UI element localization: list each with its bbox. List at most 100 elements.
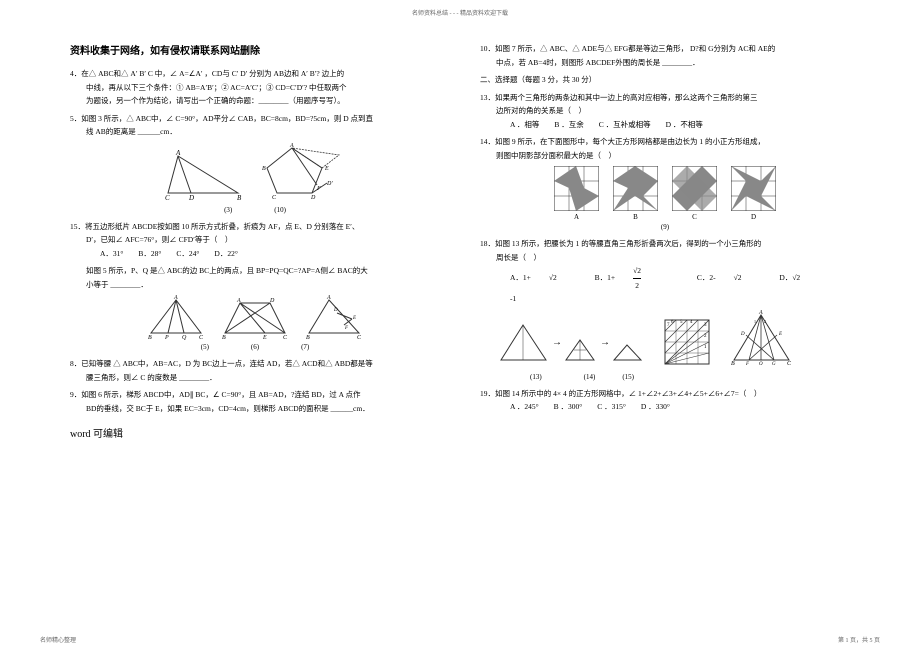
q18-opt-c: C．2-√2 bbox=[697, 273, 760, 282]
svg-text:A: A bbox=[289, 143, 294, 149]
svg-text:1: 1 bbox=[704, 345, 707, 350]
svg-text:E: E bbox=[324, 166, 329, 172]
svg-text:F: F bbox=[745, 362, 750, 367]
svg-text:A: A bbox=[173, 295, 178, 301]
fig13-label: (13) bbox=[530, 373, 542, 381]
fig7-label: (7) bbox=[301, 343, 309, 351]
question-10: 10．如图 7 所示，△ ABC、△ ADE与△ EFG都是等边三角形， D?和… bbox=[480, 42, 850, 69]
q5-line1: 5．如图 3 所示，△ ABC中，∠ C=90°，AD平分∠ CAB，BC=8c… bbox=[70, 112, 440, 126]
q15-line1: 15．将五边形纸片 ABCDE按如图 10 所示方式折叠，折痕为 AF，点 E、… bbox=[70, 220, 440, 234]
svg-text:C: C bbox=[283, 335, 288, 340]
svg-text:A: A bbox=[175, 149, 181, 157]
question-5: 5．如图 3 所示，△ ABC中，∠ C=90°，AD平分∠ CAB，BC=8c… bbox=[70, 112, 440, 139]
q4-line1: 4．在△ ABC和△ A′ B′ C 中，∠ A=∠A′ ，CD与 C′ D′ … bbox=[70, 67, 440, 81]
svg-text:7: 7 bbox=[667, 323, 670, 328]
q-aux-line2: 小等于 ________． bbox=[70, 278, 440, 292]
q4-line2: 中线，再从以下三个条件：① AB=A′B′；② AC=A′C′；③ CD=C′D… bbox=[70, 81, 440, 95]
question-13: 13．如果两个三角形的两条边和其中一边上的高对应相等，那么这两个三角形的第三 边… bbox=[480, 91, 850, 132]
svg-text:→: → bbox=[600, 337, 610, 348]
svg-text:E: E bbox=[262, 335, 267, 340]
q14-line1: 14．如图 9 所示，在下面图形中，每个大正方形网格都是由边长为 1 的小正方形… bbox=[480, 135, 850, 149]
svg-text:→: → bbox=[552, 337, 562, 348]
svg-text:2: 2 bbox=[704, 334, 707, 339]
q14-line2: 则图中阴影部分面积最大的是（ ） bbox=[480, 149, 850, 163]
fig15-label: (15) bbox=[622, 373, 634, 381]
svg-text:B: B bbox=[731, 361, 735, 367]
figures-q14-grids: A B bbox=[480, 166, 850, 231]
svg-text:C: C bbox=[787, 361, 792, 367]
svg-text:A: A bbox=[758, 310, 763, 316]
fig14-label: (14) bbox=[584, 373, 596, 381]
q8-line1: 8．已知等腰 △ ABC中，AB=AC，D 为 BC边上一点，连结 AD，若△ … bbox=[70, 357, 440, 371]
question-18: 18．如图 13 所示，把腰长为 1 的等腰直角三角形折叠两次后，得到的一个小三… bbox=[480, 237, 850, 306]
q18-line1: 18．如图 13 所示，把腰长为 1 的等腰直角三角形折叠两次后，得到的一个小三… bbox=[480, 237, 850, 251]
svg-text:1: 1 bbox=[754, 319, 756, 324]
svg-text:Q: Q bbox=[182, 335, 187, 340]
grid-b-label: B bbox=[607, 213, 664, 221]
figures-13-14-15: → → 7 bbox=[480, 310, 850, 381]
grid-option-d bbox=[731, 166, 776, 211]
q19-options: A ．245° B ．300° C ．315° D ．330° bbox=[480, 400, 850, 414]
figure-13-fold: → → bbox=[496, 315, 646, 370]
svg-text:E: E bbox=[352, 316, 356, 321]
section-2-header: 二、选择题（每题 3 分，共 30 分） bbox=[480, 73, 850, 87]
svg-text:A: A bbox=[326, 295, 331, 301]
svg-text:C: C bbox=[165, 194, 170, 202]
q18-options: A．1+√2 B．1+√22 C．2-√2 D．√2 -1 bbox=[480, 264, 850, 306]
fig5-label: (5) bbox=[201, 343, 209, 351]
q10-line2: 中点，若 AB=4时，则图形 ABCDEF外围的周长是 ________． bbox=[480, 56, 850, 70]
figures-5-6-7: A B P Q C A D B E C A bbox=[70, 295, 440, 351]
svg-text:B: B bbox=[237, 194, 242, 202]
figure-10-pentagon: A B C D E F D′ bbox=[257, 143, 347, 203]
grid-option-c bbox=[672, 166, 717, 211]
q15-options: A．31° B．28° C．24° D．22° bbox=[70, 247, 440, 261]
svg-text:B: B bbox=[306, 335, 310, 340]
footer-right: 第 1 页，共 5 页 bbox=[838, 635, 880, 644]
question-4: 4．在△ ABC和△ A′ B′ C 中，∠ A=∠A′ ，CD与 C′ D′ … bbox=[70, 67, 440, 108]
q18-line2: 周长是（ ） bbox=[480, 251, 850, 265]
figure-5-triangle: A B P Q C bbox=[146, 295, 206, 340]
figure-3-triangle: A C D B bbox=[163, 148, 243, 203]
q13-options: A ．相等 B ．互余 C ．互补或相等 D ．不相等 bbox=[480, 118, 850, 132]
svg-text:D′: D′ bbox=[326, 181, 333, 187]
q9-line1: 9．如图 6 所示，梯形 ABCD中，AD∥ BC，∠ C=90°，且 AB=A… bbox=[70, 388, 440, 402]
svg-text:3: 3 bbox=[704, 323, 707, 328]
grid-d-label: D bbox=[725, 213, 782, 221]
q9-line2: BD的垂线，交 BC于 E，如果 EC=3cm，CD=4cm，则梯形 ABCD的… bbox=[70, 402, 440, 416]
fig3-label: (3) bbox=[224, 206, 232, 214]
svg-text:D: D bbox=[333, 308, 338, 313]
q19-line1: 19．如图 14 所示中的 4× 4 的正方形网格中，∠ 1+∠2+∠3+∠4+… bbox=[480, 387, 850, 401]
svg-text:F: F bbox=[316, 186, 321, 192]
figure-7-triangle: A B C D E F bbox=[304, 295, 364, 340]
svg-text:B: B bbox=[222, 335, 226, 340]
svg-text:2: 2 bbox=[764, 319, 766, 324]
svg-text:A: A bbox=[236, 298, 241, 304]
q4-line3: 为题设，另一个作为结论，请写出一个正确的命题：________（用题序号写）。 bbox=[70, 94, 440, 108]
word-editable-note: word 可编辑 bbox=[70, 425, 440, 440]
page-content: 资料收集于网络，如有侵权请联系网站删除 4．在△ ABC和△ A′ B′ C 中… bbox=[0, 17, 920, 450]
q15-line2: D′，已知∠ AFC=76°，则∠ CFD′等于（ ） bbox=[70, 233, 440, 247]
svg-text:E: E bbox=[778, 332, 782, 337]
q13-line2: 边所对的角的关系是（ ） bbox=[480, 104, 850, 118]
svg-text:C: C bbox=[272, 195, 277, 201]
q8-line2: 腰三角形，则∠ C 的度数是 ________． bbox=[70, 371, 440, 385]
fig6-label: (6) bbox=[251, 343, 259, 351]
q5-line2: 线 AB的距离是 ______cm． bbox=[70, 125, 440, 139]
left-column: 资料收集于网络，如有侵权请联系网站删除 4．在△ ABC和△ A′ B′ C 中… bbox=[70, 42, 440, 440]
q13-line1: 13．如果两个三角形的两条边和其中一边上的高对应相等，那么这两个三角形的第三 bbox=[480, 91, 850, 105]
grid-option-a bbox=[554, 166, 599, 211]
svg-text:D: D bbox=[269, 298, 275, 304]
figures-3-10: A C D B A B C D E F D′ (3) (10) bbox=[70, 143, 440, 214]
footer-left: 名师精心整理 bbox=[40, 635, 76, 644]
q-aux-line1: 如图 5 所示，P、Q 是△ ABC的边 BC上的两点，且 BP=PQ=QC=?… bbox=[70, 264, 440, 278]
question-15: 15．将五边形纸片 ABCDE按如图 10 所示方式折叠，折痕为 AF，点 E、… bbox=[70, 220, 440, 261]
svg-text:P: P bbox=[164, 335, 169, 340]
question-19: 19．如图 14 所示中的 4× 4 的正方形网格中，∠ 1+∠2+∠3+∠4+… bbox=[480, 387, 850, 414]
svg-text:D: D bbox=[740, 332, 745, 337]
svg-text:D: D bbox=[310, 195, 316, 201]
question-aux: 如图 5 所示，P、Q 是△ ABC的边 BC上的两点，且 BP=PQ=QC=?… bbox=[70, 264, 440, 291]
grid-option-b bbox=[613, 166, 658, 211]
question-9: 9．如图 6 所示，梯形 ABCD中，AD∥ BC，∠ C=90°，且 AB=A… bbox=[70, 388, 440, 415]
figure-15-triangle: A B C F O G D E 1 2 bbox=[729, 310, 794, 370]
svg-text:B: B bbox=[148, 335, 152, 340]
